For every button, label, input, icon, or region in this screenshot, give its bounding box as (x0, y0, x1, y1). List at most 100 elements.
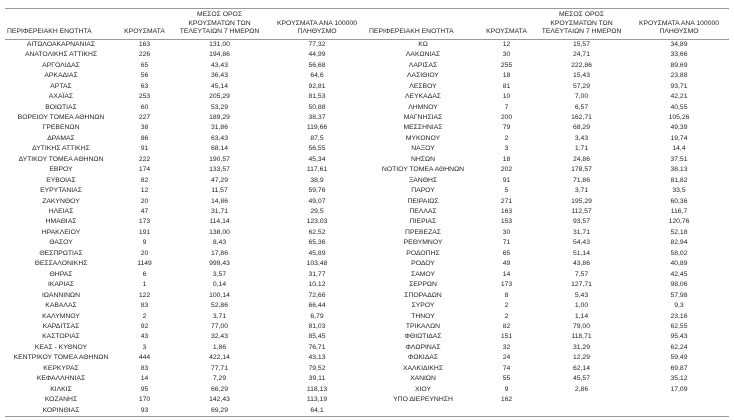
table-row: ΕΥΒΟΙΑΣ 82 47,29 38,9 ΞΑΝΘΗΣ 91 71,86 81,82 (5, 176, 729, 186)
value-cell: 71 (502, 239, 511, 247)
region-cell: ΘΗΡΑΣ (49, 270, 73, 278)
value-cell: 38 (140, 124, 149, 132)
value-cell: 195,29 (571, 197, 592, 205)
table-row: ΙΚΑΡΙΑΣ 1 0,14 10,12 ΣΕΡΡΩΝ 173 127,71 98,06 (5, 280, 729, 290)
region-cell: ΚΑΣΤΟΡΙΑΣ (42, 333, 80, 341)
table-row: ΕΒΡΟΥ 174 133,57 117,61 ΝΟΤΙΟΥ ΤΟΜΕΑ ΑΘΗΝΩΝ 2… (5, 165, 729, 175)
value-cell: 173 (500, 281, 513, 289)
value-cell: 15,57 (572, 40, 590, 48)
value-cell: 71,86 (572, 176, 590, 184)
value-cell: 189,29 (209, 113, 230, 121)
value-cell: 117,61 (306, 166, 328, 174)
value-cell: 32,43 (210, 333, 228, 341)
region-cell: ΔΡΑΜΑΣ (47, 134, 75, 142)
value-cell: 31,77 (308, 270, 326, 278)
value-cell: 9 (504, 385, 509, 393)
header-avg7-left: ΜΕΣΟΣ ΟΡΟΣ ΚΡΟΥΣΜΑΤΩΝ ΤΩΝ ΤΕΛΕΥΤΑΙΩΝ 7 Η… (172, 8, 267, 40)
value-cell: 127,71 (571, 281, 592, 289)
region-cell: ΘΕΣΠΡΩΤΙΑΣ (39, 249, 83, 257)
region-cell: ΤΡΙΚΑΛΩΝ (405, 323, 441, 331)
region-cell: ΣΑΜΟΥ (411, 270, 435, 278)
value-cell: 37,51 (670, 155, 688, 163)
value-cell: 100,14 (209, 291, 230, 299)
region-cell: ΠΑΡΟΥ (411, 187, 435, 195)
value-cell (629, 406, 729, 417)
region-cell: ΛΑΣΙΘΙΟΥ (407, 72, 439, 80)
value-cell: 1149 (137, 260, 152, 268)
value-cell: 10,12 (308, 281, 326, 289)
value-cell: 999,43 (209, 260, 230, 268)
table-row: ΚΕΑΣ - ΚΥΘΝΟΥ 3 1,86 76,71 ΦΛΩΡΙΝΑΣ 32 31,29 62… (5, 343, 729, 353)
table-row: ΓΡΕΒΕΝΩΝ 38 31,86 119,66 ΜΕΣΣΗΝΙΑΣ 79 68,29 49,… (5, 123, 729, 133)
value-cell: 79,00 (572, 323, 590, 331)
value-cell: 43,86 (572, 260, 590, 268)
value-cell: 38,9 (310, 176, 324, 184)
value-cell: 3,43 (574, 134, 589, 142)
value-cell: 43,43 (210, 61, 228, 69)
value-cell: 1,00 (574, 302, 589, 310)
value-cell: 3 (142, 343, 147, 351)
value-cell: 178,57 (571, 166, 592, 174)
value-cell: 5,43 (574, 291, 589, 299)
region-cell: ΣΕΡΡΩΝ (409, 281, 437, 289)
value-cell: 222 (138, 155, 151, 163)
table-row: ΖΑΚΥΝΘΟΥ 20 14,86 49,07 ΠΕΙΡΑΙΩΣ 271 195,29 60,… (5, 197, 729, 207)
region-cell: ΠΙΕΡΙΑΣ (409, 218, 437, 226)
value-cell: 95 (140, 385, 149, 393)
table-row: ΔΡΑΜΑΣ 86 63,43 87,5 ΜΥΚΟΝΟΥ 2 3,43 19,74 (5, 134, 729, 144)
region-cell: ΚΑΡΔΙΤΣΑΣ (42, 323, 80, 331)
value-cell: 3,57 (212, 270, 227, 278)
value-cell: 31,71 (572, 228, 590, 236)
value-cell: 43,13 (308, 354, 326, 362)
value-cell: 205,29 (209, 93, 230, 101)
value-cell: 6,57 (574, 103, 589, 111)
table-row: ΚΟΡΙΝΘΙΑΣ 93 69,29 64,1 (5, 406, 729, 417)
value-cell: 74 (502, 364, 511, 372)
value-cell: 68,29 (572, 124, 590, 132)
value-cell: 191 (138, 228, 151, 236)
header-region-left: ΠΕΡΙΦΕΡΕΙΑΚΗ ΕΝΟΤΗΤΑ (5, 8, 117, 40)
table-row: ΔΥΤΙΚΗΣ ΑΤΤΙΚΗΣ 91 68,14 56,55 ΝΑΞΟΥ 3 1,71 14,… (5, 144, 729, 154)
value-cell: 2 (504, 134, 509, 142)
table-row: ΘΕΣΣΑΛΟΝΙΚΗΣ 1149 999,43 103,48 ΡΟΔΟΥ 49 43,86… (5, 259, 729, 269)
table-row: ΑΙΤΩΛΟΑΚΑΡΝΑΝΙΑΣ 163 131,00 77,32 ΚΩ 12 15,57 3… (5, 39, 729, 50)
value-cell: 42,21 (670, 93, 688, 101)
region-cell: ΛΗΜΝΟΥ (408, 103, 438, 111)
region-cell: ΖΑΚΥΝΘΟΥ (42, 197, 80, 205)
value-cell: 122 (138, 291, 151, 299)
region-cell: ΠΡΕΒΕΖΑΣ (405, 228, 441, 236)
value-cell: 2,86 (574, 385, 589, 393)
value-cell: 66,44 (308, 302, 326, 310)
region-cell: ΛΕΣΒΟΥ (409, 82, 437, 90)
value-cell: 2 (142, 312, 147, 320)
value-cell: 3,71 (574, 187, 589, 195)
value-cell: 10 (502, 93, 511, 101)
value-cell: 114,14 (209, 218, 230, 226)
value-cell: 14,86 (210, 197, 228, 205)
value-cell: 1,86 (212, 343, 227, 351)
value-cell: 163 (500, 208, 513, 216)
value-cell: 255 (500, 61, 513, 69)
value-cell: 1,71 (574, 145, 589, 153)
value-cell: 40,55 (670, 103, 688, 111)
value-cell: 59,76 (308, 187, 326, 195)
region-cell: ΙΚΑΡΙΑΣ (47, 281, 75, 289)
region-cell: ΛΑΡΙΣΑΣ (408, 61, 438, 69)
value-cell: 45,89 (308, 249, 326, 257)
value-cell: 422,14 (209, 354, 230, 362)
value-cell: 17,09 (670, 385, 688, 393)
regional-cases-table: ΠΕΡΙΦΕΡΕΙΑΚΗ ΕΝΟΤΗΤΑ ΚΡΟΥΣΜΑΤΑ ΜΕΣΟΣ ΟΡΟ… (5, 8, 729, 418)
region-cell: ΘΑΣΟΥ (49, 239, 73, 247)
value-cell: 56,68 (308, 61, 326, 69)
value-cell: 49,07 (308, 197, 326, 205)
header-cases-left: ΚΡΟΥΣΜΑΤΑ (117, 8, 172, 40)
value-cell: 123,03 (306, 218, 328, 226)
value-cell: 5 (504, 187, 509, 195)
table-row: ΑΡΚΑΔΙΑΣ 56 36,43 64,6 ΛΑΣΙΘΙΟΥ 18 15,43 23,88 (5, 71, 729, 81)
value-cell: 45,57 (572, 375, 590, 383)
value-cell: 170 (138, 396, 151, 404)
value-cell: 19,74 (670, 134, 688, 142)
value-cell: 151 (500, 333, 513, 341)
value-cell: 79,52 (308, 364, 326, 372)
value-cell: 14,4 (672, 145, 686, 153)
